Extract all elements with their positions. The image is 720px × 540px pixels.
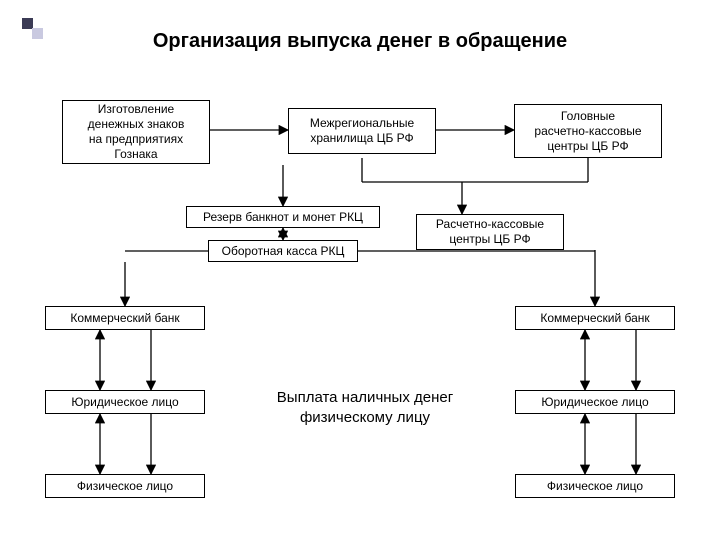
box-bank_r: Коммерческий банк xyxy=(515,306,675,330)
box-bank_l: Коммерческий банк xyxy=(45,306,205,330)
center-payout-text: Выплата наличных денегфизическому лицу xyxy=(250,388,480,427)
box-storage: Межрегиональныехранилища ЦБ РФ xyxy=(288,108,436,154)
page-title: Организация выпуска денег в обращение xyxy=(0,30,720,53)
box-rkc: Расчетно-кассовыецентры ЦБ РФ xyxy=(416,214,564,250)
box-fiz_r: Физическое лицо xyxy=(515,474,675,498)
connectors-svg xyxy=(0,0,720,540)
box-goznak: Изготовлениеденежных знаковна предприяти… xyxy=(62,100,210,164)
box-jur_l: Юридическое лицо xyxy=(45,390,205,414)
box-fiz_l: Физическое лицо xyxy=(45,474,205,498)
box-cashdesk: Оборотная касса РКЦ xyxy=(208,240,358,262)
box-jur_r: Юридическое лицо xyxy=(515,390,675,414)
box-head_rkc: Головныерасчетно-кассовыецентры ЦБ РФ xyxy=(514,104,662,158)
box-reserve: Резерв банкнот и монет РКЦ xyxy=(186,206,380,228)
